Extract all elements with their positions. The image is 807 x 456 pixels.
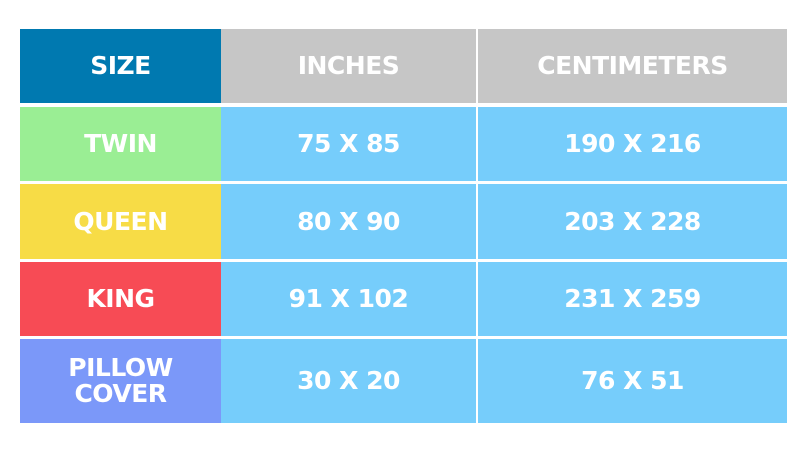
row-pillow-cover-size: PILLOW COVER — [20, 339, 221, 423]
header-centimeters: CENTIMETERS — [478, 29, 787, 103]
row-king-size: KING — [20, 262, 221, 336]
header-size: SIZE — [20, 29, 221, 103]
row-queen-size: QUEEN — [20, 184, 221, 259]
row-king-cm: 231 X 259 — [478, 262, 787, 336]
row-pillow-cover-inches: 30 X 20 — [221, 339, 476, 423]
row-queen-cm: 203 X 228 — [478, 184, 787, 259]
header-inches: INCHES — [221, 29, 476, 103]
row-twin-inches: 75 X 85 — [221, 107, 476, 181]
row-queen-inches: 80 X 90 — [221, 184, 476, 259]
row-king-inches: 91 X 102 — [221, 262, 476, 336]
row-twin-cm: 190 X 216 — [478, 107, 787, 181]
row-twin-size: TWIN — [20, 107, 221, 181]
row-pillow-cover-cm: 76 X 51 — [478, 339, 787, 423]
